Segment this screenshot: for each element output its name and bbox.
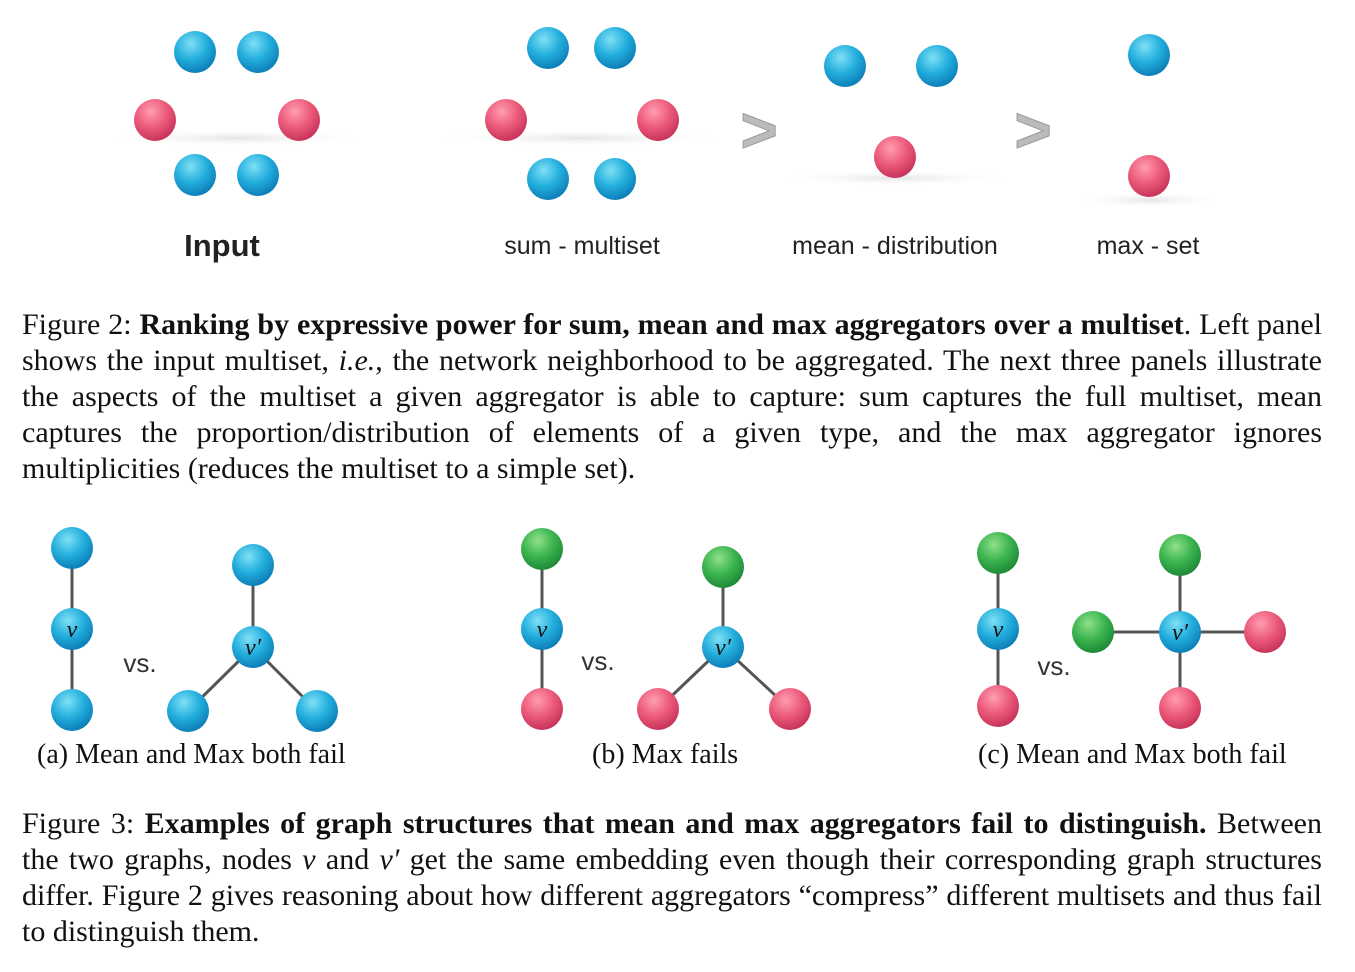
graph-b-left [521, 528, 563, 730]
sum-shadow [432, 129, 732, 147]
blue-ball [527, 27, 569, 69]
caption-body: , the network neighborhood to be aggrega… [22, 344, 1323, 485]
node-label-v: v [67, 617, 78, 643]
mean-distribution [824, 45, 958, 178]
max-shadow [1075, 192, 1225, 208]
vs-label: vs. [123, 648, 156, 678]
blue-ball [237, 31, 279, 73]
blue-node [167, 690, 209, 732]
figure-2-caption: Figure 2: Ranking by expressive power fo… [22, 307, 1322, 487]
input-multiset [134, 31, 320, 196]
blue-ball [527, 158, 569, 200]
subcaption-a: (a) Mean and Max both fail [37, 739, 346, 770]
sum-multiset [485, 27, 679, 200]
blue-node [296, 690, 338, 732]
caption-prefix: Figure 2: [22, 308, 140, 341]
figure-2-illustration: > > Input sum - multiset mean - distribu… [102, 27, 1225, 263]
figure-3-caption: Figure 3: Examples of graph structures t… [22, 806, 1322, 950]
caption-body: Left panel shows the input multiset, [22, 308, 1322, 377]
pink-node [769, 688, 811, 730]
pink-ball [134, 99, 176, 141]
blue-ball [174, 154, 216, 196]
vs-label: vs. [1037, 651, 1070, 681]
node-v-prime [232, 626, 274, 668]
node-label-v: v [537, 617, 548, 643]
blue-node [51, 689, 93, 731]
caption-prefix: Figure 3: [22, 807, 145, 840]
caption-v-prime: v′ [379, 843, 400, 876]
node-v [51, 608, 93, 650]
pink-node [977, 685, 1019, 727]
panel-label-input: Input [184, 228, 260, 263]
green-node [702, 546, 744, 588]
node-label-v-prime: v′ [715, 635, 732, 661]
graph-a-left [51, 527, 93, 731]
pink-ball [485, 99, 527, 141]
pink-node [521, 688, 563, 730]
graph-a-right [167, 544, 338, 732]
green-node [1159, 534, 1201, 576]
pink-ball [637, 99, 679, 141]
pink-ball [278, 99, 320, 141]
blue-ball [594, 27, 636, 69]
node-v [521, 608, 563, 650]
vs-label: vs. [581, 646, 614, 676]
node-label-v-prime: v′ [245, 635, 262, 661]
graph-c-right [1072, 534, 1286, 729]
caption-body: get the same embedding even though their… [22, 843, 1322, 948]
pink-node [1244, 611, 1286, 653]
blue-node [51, 527, 93, 569]
subcaption-c: (c) Mean and Max both fail [978, 739, 1287, 770]
figure-3-illustration [51, 527, 1286, 732]
blue-ball [594, 158, 636, 200]
panel-label-mean: mean - distribution [792, 232, 998, 260]
green-node [977, 532, 1019, 574]
green-node [1072, 611, 1114, 653]
blue-node [232, 544, 274, 586]
blue-ball [916, 45, 958, 87]
blue-ball [174, 31, 216, 73]
caption-title: Examples of graph structures that mean a… [144, 807, 1207, 840]
subcaption-b: (b) Max fails [592, 739, 739, 770]
blue-ball [1128, 34, 1170, 76]
pink-ball [874, 136, 916, 178]
caption-title: Ranking by expressive power for sum, mea… [139, 308, 1184, 341]
green-node [521, 528, 563, 570]
node-v-prime [1159, 611, 1201, 653]
greater-than-symbol: > [1014, 94, 1051, 166]
graph-b-right [637, 546, 811, 730]
panel-label-max: max - set [1097, 232, 1200, 260]
pink-node [1159, 687, 1201, 729]
caption-v: v [302, 843, 316, 876]
pink-node [637, 688, 679, 730]
blue-ball [237, 154, 279, 196]
greater-than-symbol: > [740, 94, 777, 166]
caption-and: and [315, 843, 380, 876]
node-v-prime [702, 626, 744, 668]
caption-body: Between the two graphs, nodes [22, 807, 1322, 876]
node-label-v: v [993, 617, 1004, 643]
caption-ie: i.e. [338, 344, 376, 377]
max-set [1128, 34, 1170, 197]
node-label-v-prime: v′ [1172, 620, 1189, 646]
caption-period: . [1183, 308, 1192, 341]
node-v [977, 608, 1019, 650]
pink-ball [1128, 155, 1170, 197]
panel-label-sum: sum - multiset [504, 232, 660, 260]
node-labels: v v′ v v′ v v′ [67, 617, 1189, 661]
blue-ball [824, 45, 866, 87]
graph-c-left [977, 532, 1019, 727]
